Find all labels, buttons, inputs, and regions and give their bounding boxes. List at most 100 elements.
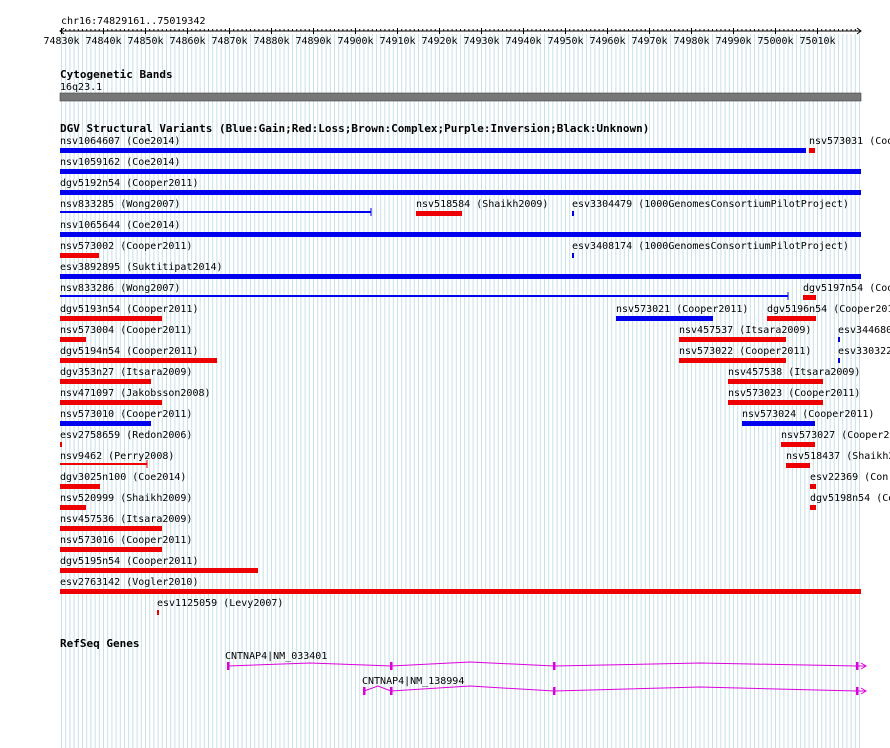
dgv-feature[interactable]: nsv573023 (Cooper2011): [728, 388, 860, 405]
cytoband-track[interactable]: Cytogenetic Bands 16q23.1: [59, 68, 862, 102]
dgv-feature-bar[interactable]: [809, 148, 815, 153]
dgv-feature[interactable]: dgv5192n54 (Cooper2011): [60, 178, 861, 195]
dgv-feature-bar[interactable]: [803, 295, 816, 300]
dgv-feature-bar[interactable]: [728, 400, 823, 405]
dgv-feature-bar[interactable]: [786, 463, 810, 468]
dgv-feature[interactable]: nsv573002 (Cooper2011): [60, 241, 192, 258]
dgv-feature[interactable]: dgv5194n54 (Cooper2011): [60, 346, 217, 363]
dgv-feature-bar[interactable]: [60, 295, 788, 297]
refseq-exon[interactable]: [363, 687, 366, 695]
dgv-feature[interactable]: dgv5196n54 (Cooper2011): [767, 304, 890, 321]
dgv-feature[interactable]: esv3304479 (1000GenomesConsortiumPilotPr…: [572, 199, 849, 216]
dgv-feature[interactable]: nsv457537 (Itsara2009): [679, 325, 811, 342]
dgv-feature[interactable]: nsv518584 (Shaikh2009): [416, 199, 548, 216]
dgv-feature-bar[interactable]: [60, 274, 861, 279]
dgv-feature-bar[interactable]: [810, 484, 816, 489]
refseq-exon[interactable]: [856, 687, 859, 695]
dgv-feature-bar[interactable]: [838, 337, 840, 342]
dgv-feature[interactable]: nsv573021 (Cooper2011): [616, 304, 748, 321]
dgv-feature-bar[interactable]: [60, 358, 217, 363]
dgv-feature[interactable]: dgv5193n54 (Cooper2011): [60, 304, 198, 321]
dgv-feature[interactable]: dgv5198n54 (Cooper2011): [810, 493, 890, 510]
dgv-feature[interactable]: nsv573004 (Cooper2011): [60, 325, 192, 342]
dgv-feature-bar[interactable]: [60, 421, 151, 426]
dgv-feature-bar[interactable]: [60, 400, 162, 405]
dgv-feature-bar[interactable]: [767, 316, 816, 321]
dgv-feature[interactable]: nsv1064607 (Coe2014): [60, 136, 806, 153]
dgv-feature-bar[interactable]: [616, 316, 713, 321]
dgv-feature[interactable]: dgv5197n54 (Cooper2011): [803, 283, 890, 300]
dgv-feature[interactable]: esv22369 (Conrad2009): [810, 472, 890, 489]
dgv-feature-bar[interactable]: [60, 484, 100, 489]
dgv-feature-bar[interactable]: [60, 169, 861, 174]
refseq-exon[interactable]: [227, 662, 230, 670]
dgv-feature-bar[interactable]: [679, 337, 786, 342]
refseq-track[interactable]: RefSeq Genes CNTNAP4|NM_033401CNTNAP4|NM…: [60, 637, 867, 695]
refseq-gene[interactable]: CNTNAP4|NM_033401: [225, 651, 867, 670]
dgv-feature[interactable]: nsv457536 (Itsara2009): [60, 514, 192, 531]
dgv-feature-bar[interactable]: [572, 211, 574, 216]
dgv-feature-bar[interactable]: [60, 442, 62, 447]
dgv-feature[interactable]: nsv9462 (Perry2008): [60, 451, 174, 468]
dgv-feature-bar[interactable]: [60, 337, 86, 342]
dgv-feature[interactable]: dgv5195n54 (Cooper2011): [60, 556, 258, 573]
dgv-feature[interactable]: nsv1065644 (Coe2014): [60, 220, 861, 237]
dgv-feature-bar[interactable]: [60, 526, 162, 531]
dgv-feature[interactable]: dgv3025n100 (Coe2014): [60, 472, 186, 489]
dgv-feature-bar[interactable]: [416, 211, 462, 216]
dgv-feature-bar[interactable]: [60, 316, 162, 321]
dgv-feature-bar[interactable]: [60, 253, 99, 258]
dgv-feature-label: dgv3025n100 (Coe2014): [60, 472, 186, 483]
refseq-exon[interactable]: [390, 662, 393, 670]
refseq-exon[interactable]: [856, 662, 859, 670]
dgv-feature[interactable]: esv3303221: [838, 346, 890, 363]
dgv-feature-bar[interactable]: [60, 547, 162, 552]
dgv-feature-bar[interactable]: [60, 190, 861, 195]
dgv-feature[interactable]: nsv573024 (Cooper2011): [742, 409, 874, 426]
dgv-feature[interactable]: nsv833285 (Wong2007): [60, 199, 372, 216]
dgv-feature[interactable]: esv2763142 (Vogler2010): [60, 577, 861, 594]
dgv-feature[interactable]: nsv573016 (Cooper2011): [60, 535, 192, 552]
dgv-feature-bar[interactable]: [60, 379, 151, 384]
dgv-feature-bar[interactable]: [728, 379, 823, 384]
refseq-exon[interactable]: [390, 687, 393, 695]
dgv-feature-label: nsv457538 (Itsara2009): [728, 367, 860, 378]
dgv-feature[interactable]: esv2758659 (Redon2006): [60, 430, 192, 447]
ruler-track[interactable]: chr16:74829161..75019342 74830k 74840k 748…: [43, 16, 862, 47]
dgv-feature[interactable]: nsv573031 (Cooper2011): [809, 136, 890, 153]
dgv-feature[interactable]: dgv353n27 (Itsara2009): [60, 367, 192, 384]
dgv-feature-bar[interactable]: [679, 358, 786, 363]
dgv-feature[interactable]: nsv471097 (Jakobsson2008): [60, 388, 211, 405]
refseq-gene[interactable]: CNTNAP4|NM_138994: [362, 676, 867, 695]
dgv-feature[interactable]: nsv518437 (Shaikh2009): [786, 451, 890, 468]
refseq-exon[interactable]: [553, 687, 556, 695]
dgv-feature[interactable]: esv3446801: [838, 325, 890, 342]
dgv-feature-bar[interactable]: [60, 505, 86, 510]
dgv-feature[interactable]: nsv573022 (Cooper2011): [679, 346, 811, 363]
dgv-feature[interactable]: nsv833286 (Wong2007): [60, 283, 789, 300]
dgv-feature[interactable]: nsv520999 (Shaikh2009): [60, 493, 192, 510]
dgv-feature-bar[interactable]: [781, 442, 815, 447]
dgv-feature-bar[interactable]: [60, 589, 861, 594]
dgv-feature-bar[interactable]: [60, 211, 371, 213]
refseq-exon[interactable]: [553, 662, 556, 670]
dgv-feature[interactable]: nsv1059162 (Coe2014): [60, 157, 861, 174]
dgv-feature[interactable]: esv3892895 (Suktitipat2014): [60, 262, 861, 279]
cytoband-bar[interactable]: [59, 92, 862, 102]
dgv-feature-bar[interactable]: [838, 358, 840, 363]
dgv-feature-bar[interactable]: [810, 505, 816, 510]
dgv-feature-bar[interactable]: [60, 232, 861, 237]
dgv-track[interactable]: DGV Structural Variants (Blue:Gain;Red:L…: [60, 122, 890, 615]
ruler-ticks: 74830k 74840k 74850k 74860k 74870k 74880k 7489…: [43, 28, 856, 47]
dgv-feature-bar[interactable]: [742, 421, 815, 426]
dgv-feature-bar[interactable]: [572, 253, 574, 258]
dgv-feature-bar[interactable]: [157, 610, 159, 615]
dgv-feature-bar[interactable]: [60, 568, 258, 573]
dgv-feature[interactable]: esv3408174 (1000GenomesConsortiumPilotPr…: [572, 241, 849, 258]
dgv-feature[interactable]: nsv573010 (Cooper2011): [60, 409, 192, 426]
dgv-feature[interactable]: nsv457538 (Itsara2009): [728, 367, 860, 384]
dgv-feature[interactable]: nsv573027 (Cooper2011): [781, 430, 890, 447]
dgv-feature-bar[interactable]: [60, 148, 806, 153]
dgv-feature-bar[interactable]: [60, 463, 147, 465]
dgv-feature[interactable]: esv1125059 (Levy2007): [157, 598, 283, 615]
